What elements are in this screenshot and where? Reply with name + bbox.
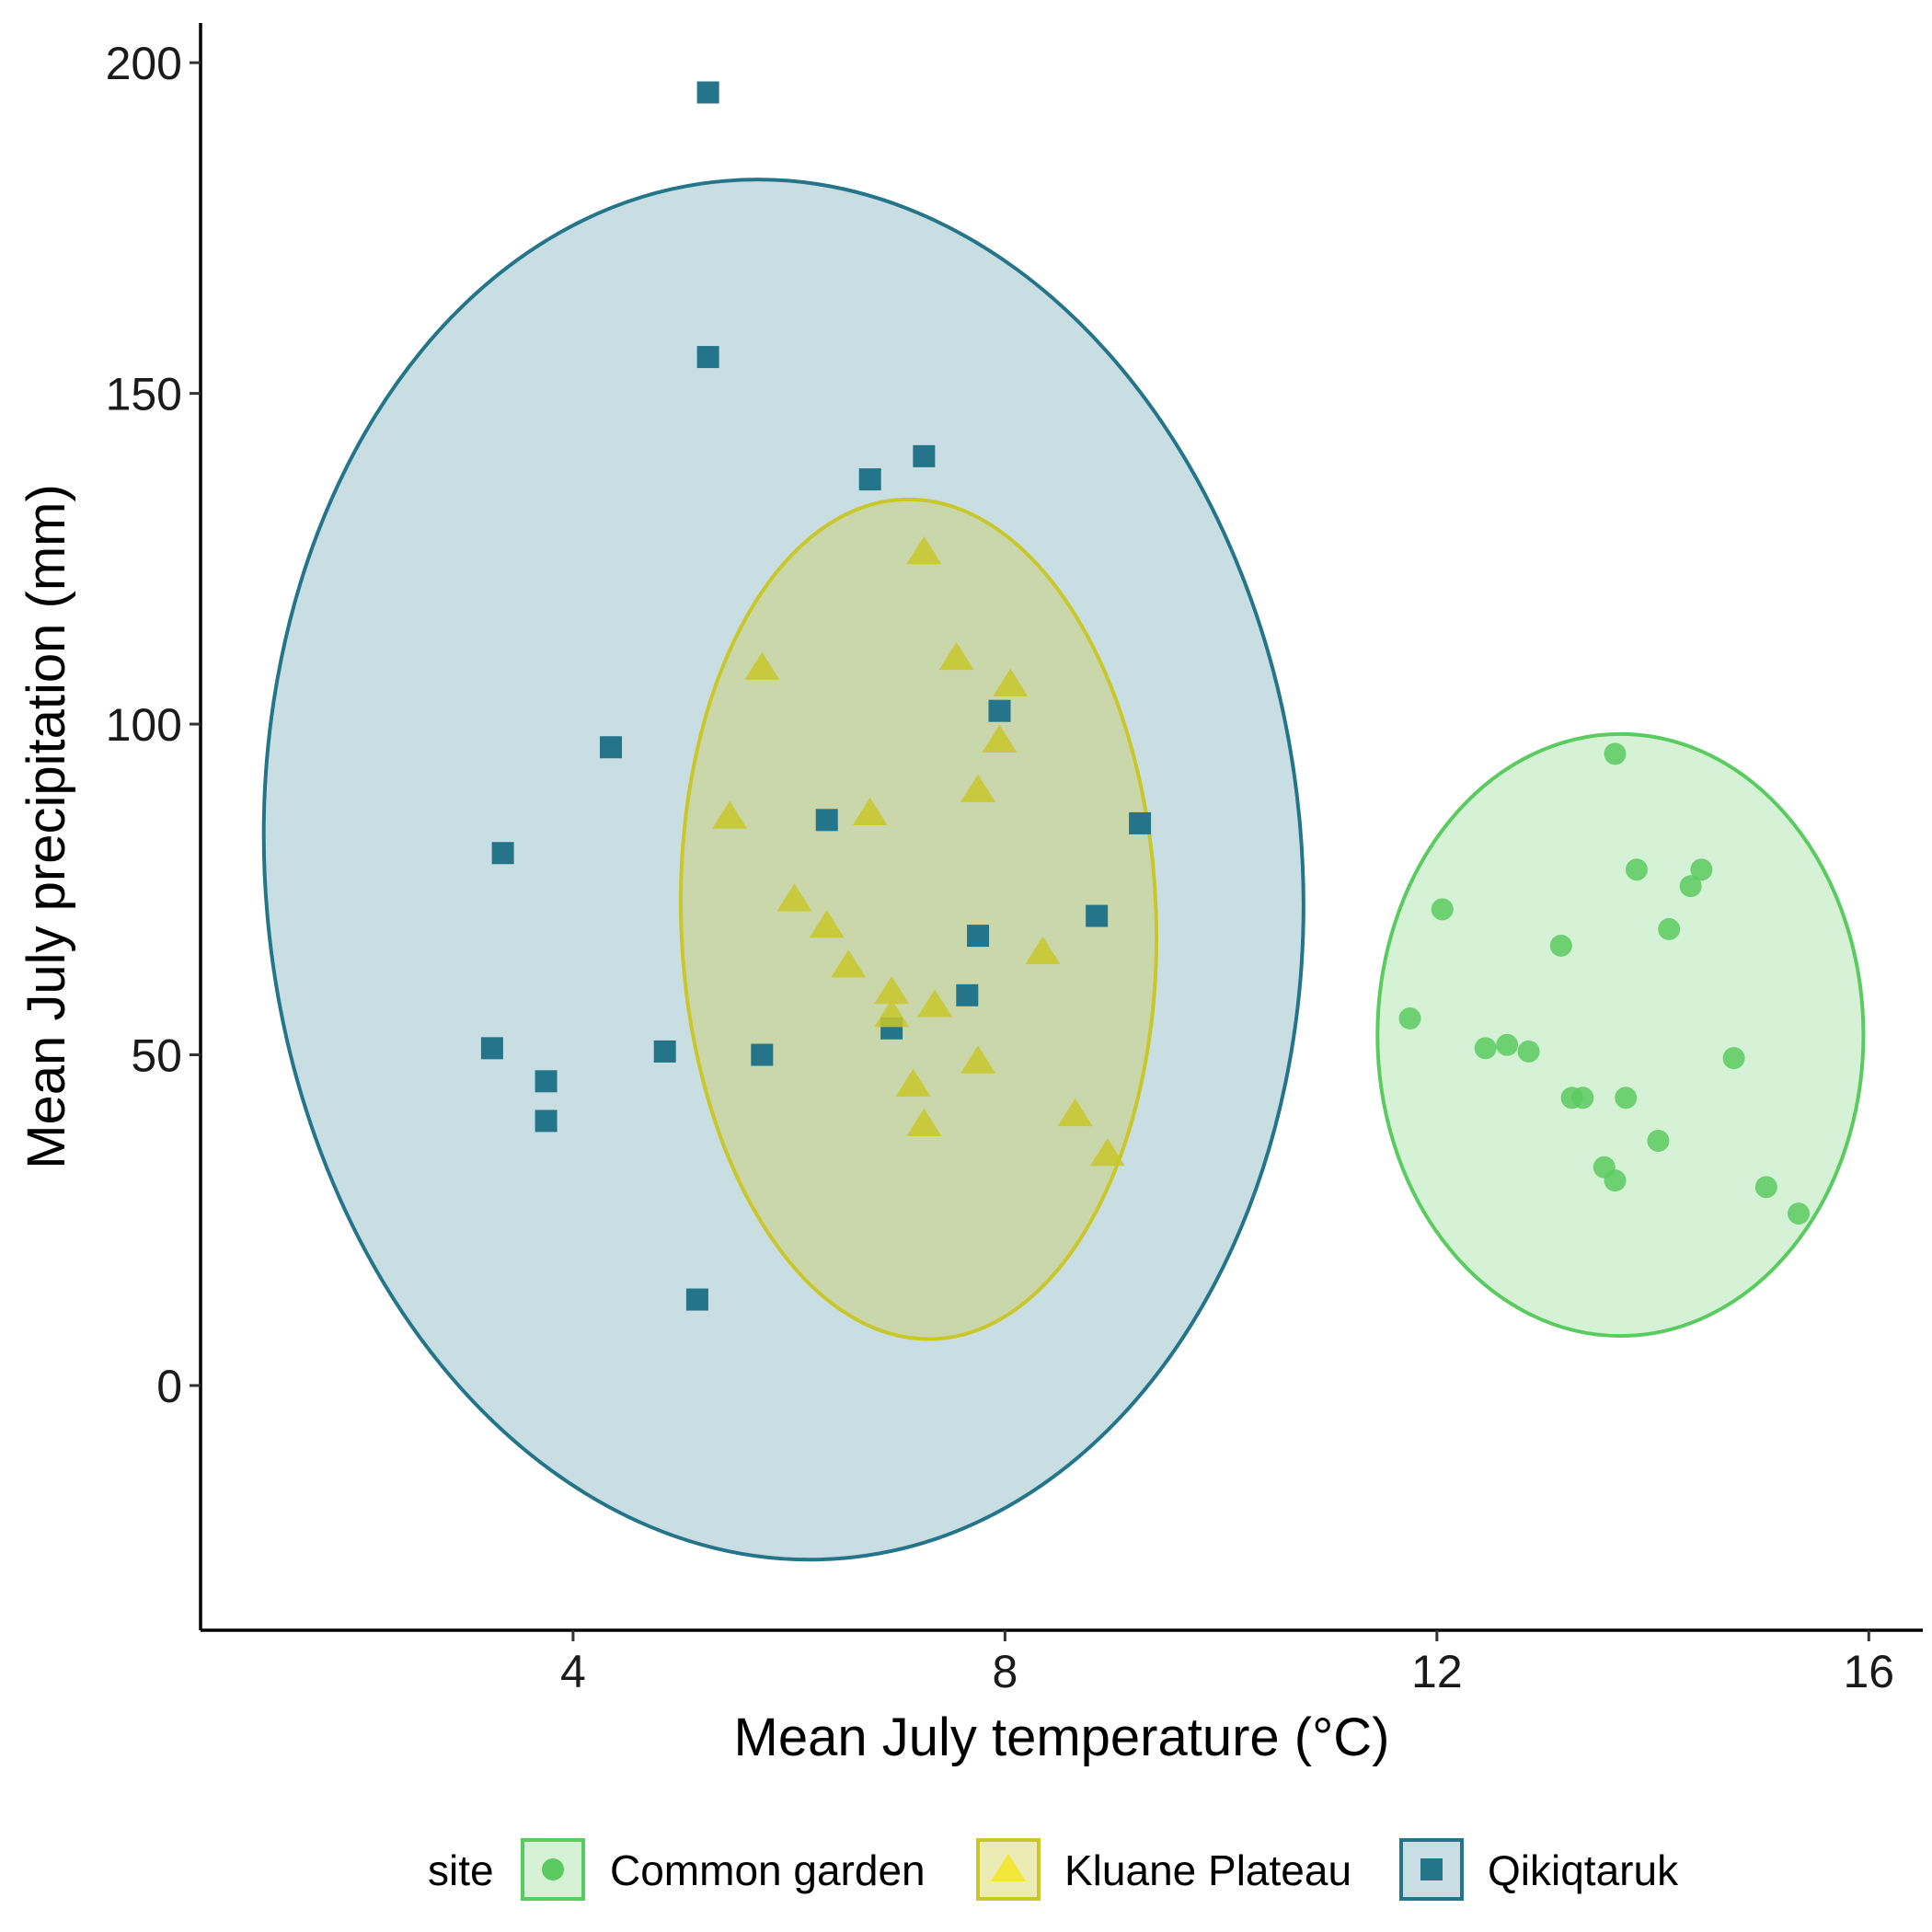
- point-qikiqtaruk: [967, 925, 990, 948]
- point-common-garden: [1722, 1047, 1745, 1070]
- point-common-garden: [1398, 1006, 1421, 1029]
- y-tick-label: 200: [106, 38, 182, 89]
- point-kluane-plateau: [906, 535, 942, 565]
- point-kluane-plateau: [831, 949, 867, 978]
- y-tick-label: 150: [106, 369, 182, 420]
- point-common-garden: [1431, 898, 1454, 921]
- point-kluane-plateau: [874, 999, 910, 1028]
- point-common-garden: [1625, 858, 1648, 881]
- ellipses-layer: [261, 178, 1866, 1562]
- point-kluane-plateau: [993, 668, 1029, 696]
- point-qikiqtaruk: [1086, 904, 1109, 927]
- point-kluane-plateau: [1057, 1098, 1093, 1127]
- point-qikiqtaruk: [988, 699, 1011, 722]
- point-common-garden: [1615, 1087, 1638, 1110]
- point-kluane-plateau: [1089, 1138, 1125, 1167]
- ellipse-qikiqtaruk: [261, 178, 1305, 1562]
- legend-marker-common-garden: [542, 1858, 564, 1880]
- point-common-garden: [1474, 1037, 1497, 1060]
- point-kluane-plateau: [960, 774, 996, 802]
- point-kluane-plateau: [895, 1068, 931, 1097]
- point-kluane-plateau: [809, 910, 845, 938]
- point-qikiqtaruk: [535, 1070, 558, 1093]
- point-kluane-plateau: [852, 797, 888, 826]
- point-qikiqtaruk: [491, 842, 514, 865]
- point-common-garden: [1658, 917, 1681, 940]
- point-qikiqtaruk: [653, 1040, 676, 1063]
- legend-label-kluane-plateau: Kluane Plateau: [1064, 1846, 1351, 1894]
- point-kluane-plateau: [776, 883, 812, 912]
- legend: site Common garden Kluane Plateau Qikiqtaru…: [428, 1838, 1679, 1901]
- point-common-garden: [1754, 1176, 1777, 1199]
- legend-label-common-garden: Common garden: [610, 1846, 926, 1894]
- y-tick-label: 50: [131, 1030, 182, 1082]
- point-common-garden: [1679, 875, 1702, 898]
- legend-label-qikiqtaruk: Qikiqtaruk: [1488, 1846, 1679, 1894]
- point-kluane-plateau: [744, 651, 780, 680]
- y-axis-title: Mean July precipitation (mm): [17, 484, 76, 1169]
- point-qikiqtaruk: [751, 1043, 774, 1066]
- point-qikiqtaruk: [599, 736, 622, 759]
- ellipse-kluane-plateau: [678, 497, 1159, 1341]
- point-kluane-plateau: [938, 641, 974, 671]
- point-kluane-plateau: [906, 1108, 942, 1136]
- ticks: 4 8 12 16 0 50 100 150 200: [106, 38, 1895, 1697]
- point-common-garden: [1690, 858, 1713, 881]
- point-kluane-plateau: [982, 724, 1018, 753]
- point-qikiqtaruk: [685, 1288, 708, 1311]
- point-qikiqtaruk: [913, 444, 936, 467]
- x-tick-label: 4: [560, 1646, 586, 1697]
- point-common-garden: [1604, 1169, 1627, 1192]
- point-qikiqtaruk: [696, 346, 719, 369]
- point-common-garden: [1788, 1202, 1811, 1225]
- point-qikiqtaruk: [696, 81, 719, 104]
- legend-marker-kluane-plateau: [991, 1853, 1026, 1881]
- point-kluane-plateau: [712, 800, 748, 829]
- point-qikiqtaruk: [1129, 811, 1152, 834]
- x-tick-label: 12: [1411, 1646, 1463, 1697]
- point-qikiqtaruk: [815, 809, 838, 832]
- point-common-garden: [1571, 1087, 1594, 1110]
- x-tick-label: 8: [992, 1646, 1018, 1697]
- ellipse-common-garden: [1375, 731, 1866, 1339]
- y-tick-label: 100: [106, 699, 182, 751]
- point-kluane-plateau: [874, 975, 910, 1005]
- point-common-garden: [1647, 1129, 1670, 1152]
- point-qikiqtaruk: [480, 1037, 503, 1060]
- point-kluane-plateau: [960, 1045, 996, 1074]
- point-common-garden: [1604, 742, 1627, 765]
- axes: [199, 23, 1923, 1632]
- point-kluane-plateau: [917, 989, 953, 1018]
- point-qikiqtaruk: [858, 468, 881, 491]
- x-tick-label: 16: [1844, 1646, 1895, 1697]
- point-qikiqtaruk: [535, 1110, 558, 1133]
- point-qikiqtaruk: [956, 983, 979, 1006]
- legend-marker-qikiqtaruk: [1420, 1858, 1443, 1880]
- point-kluane-plateau: [1025, 936, 1061, 965]
- point-common-garden: [1549, 934, 1572, 957]
- x-axis-title: Mean July temperature (°C): [734, 1708, 1390, 1767]
- point-common-garden: [1517, 1040, 1540, 1063]
- legend-title: site: [428, 1846, 494, 1894]
- points-layer: [480, 81, 1811, 1311]
- point-common-garden: [1496, 1033, 1519, 1056]
- y-tick-label: 0: [156, 1361, 182, 1412]
